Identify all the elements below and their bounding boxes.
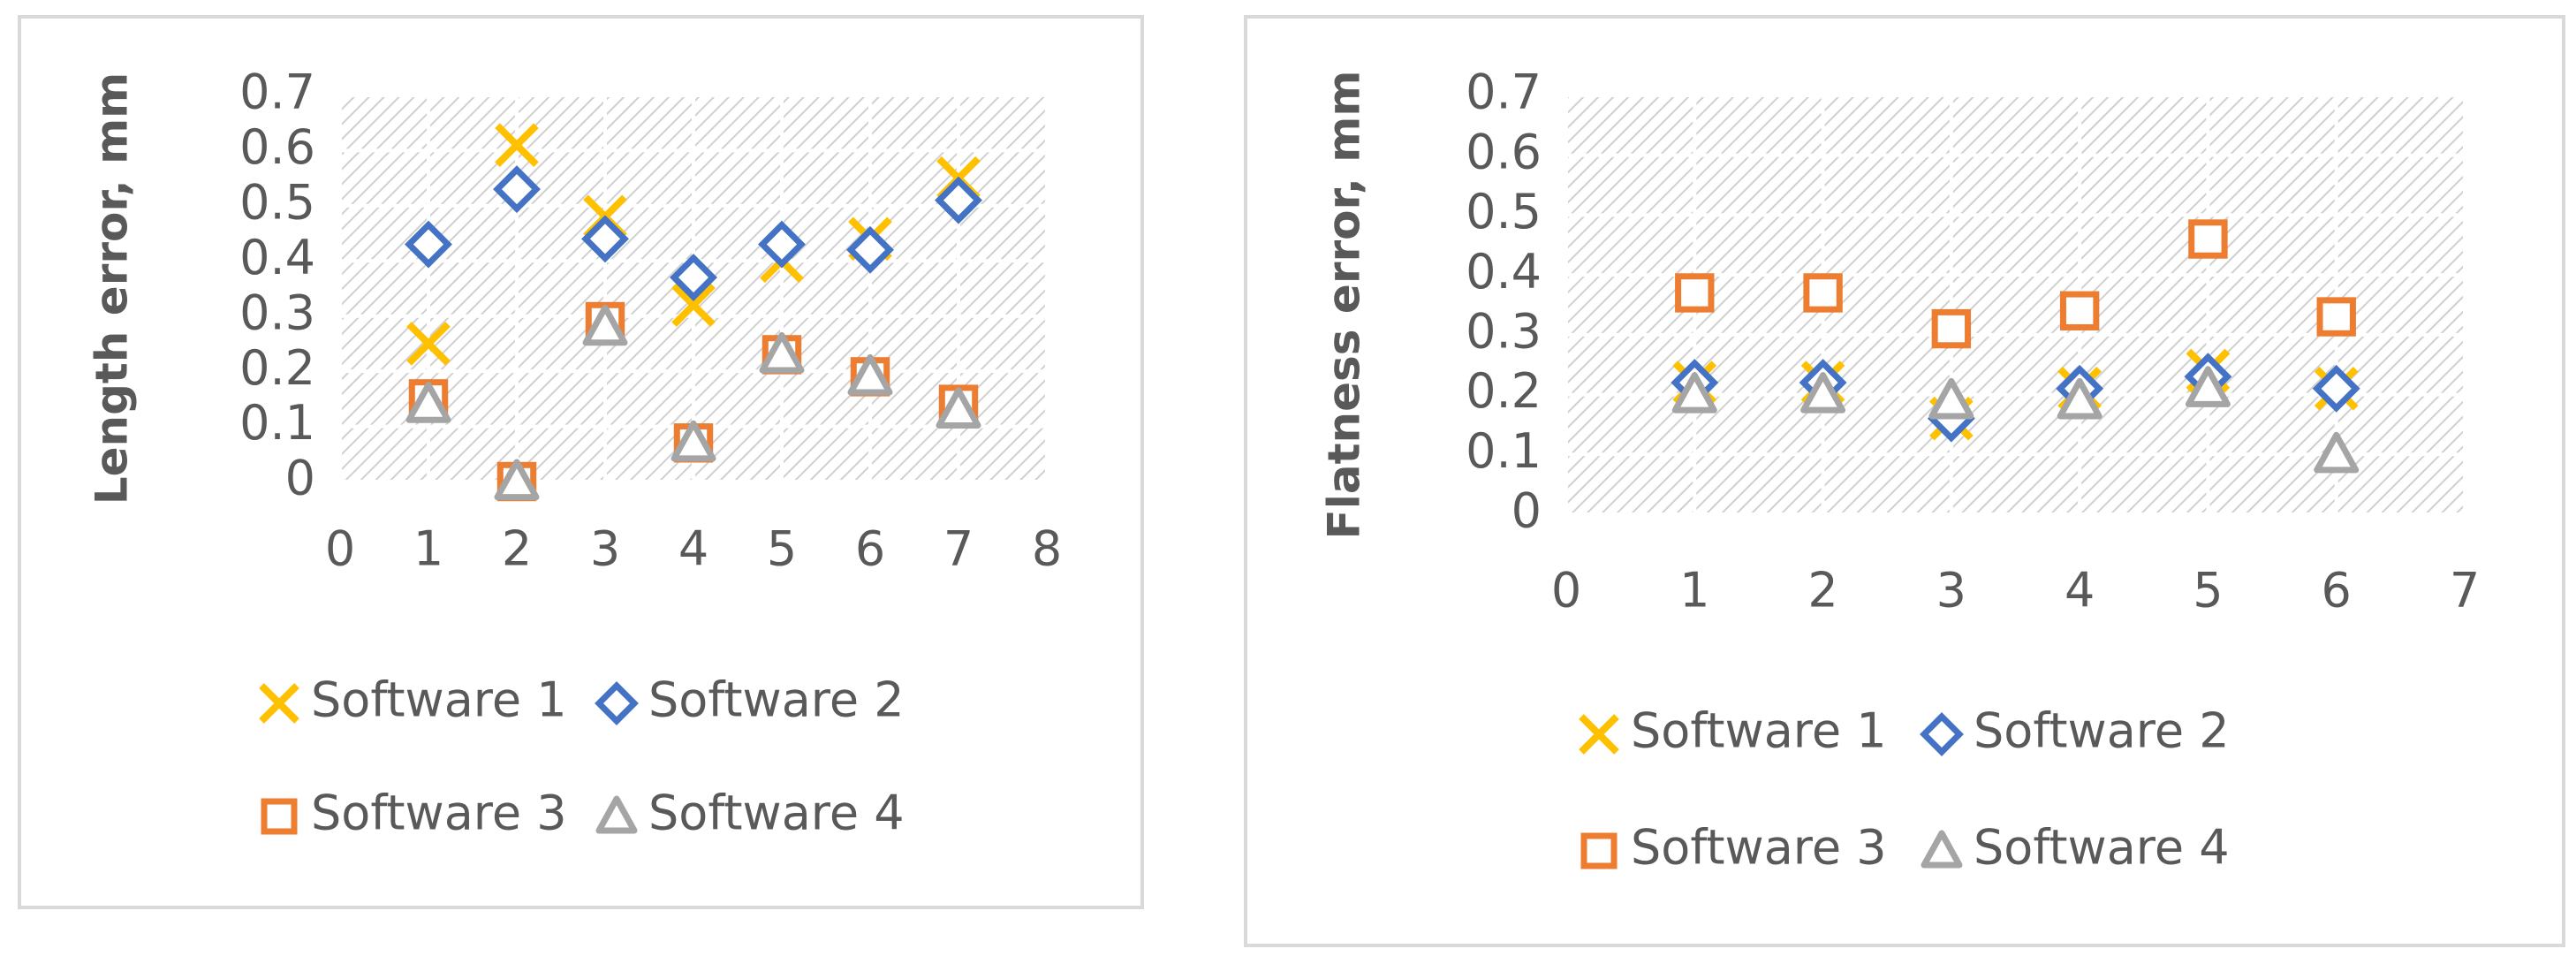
y-tick-label: 0.1 <box>1466 423 1542 479</box>
y-tick-label: 0.7 <box>1466 65 1542 120</box>
data-point <box>2312 364 2360 413</box>
x-tick-label: 1 <box>1679 563 1709 619</box>
y-tick-label: 0.6 <box>239 119 315 175</box>
x-tick-label: 8 <box>1032 521 1062 577</box>
data-point <box>582 304 628 346</box>
x-tick-label: 4 <box>678 521 708 577</box>
legend-label: Software 2 <box>648 672 905 728</box>
legend-marker <box>259 683 299 724</box>
legend-label: Software 4 <box>1974 820 2230 876</box>
data-point <box>2185 366 2231 407</box>
legend-label: Software 1 <box>311 672 567 728</box>
data-point <box>1931 308 1972 349</box>
legend-marker <box>1579 714 1619 755</box>
y-tick-label: 0.5 <box>239 174 315 230</box>
legend-label: Software 3 <box>311 786 567 841</box>
data-point <box>405 220 452 269</box>
data-point <box>671 283 716 328</box>
x-tick-label: 3 <box>1936 563 1966 619</box>
x-tick-label: 6 <box>2322 563 2352 619</box>
y-tick-label: 0.2 <box>1466 363 1542 419</box>
x-tick-label: 2 <box>1807 563 1837 619</box>
x-tick-label: 3 <box>590 521 620 577</box>
y-tick-label: 0.3 <box>1466 303 1542 359</box>
y-axis-title: Length error, mm <box>87 72 138 505</box>
x-tick-label: 0 <box>325 521 355 577</box>
data-point <box>2314 431 2360 474</box>
data-point <box>936 387 981 429</box>
legend-label: Software 2 <box>1974 703 2230 759</box>
plot-area <box>1566 95 2465 514</box>
data-point <box>2316 297 2356 337</box>
data-point <box>1800 372 1846 414</box>
legend-marker <box>261 798 298 835</box>
data-point <box>935 176 982 224</box>
legend-marker <box>1920 712 1964 756</box>
y-tick-label: 0.1 <box>239 395 315 451</box>
data-point <box>1671 372 1717 414</box>
y-tick-label: 0.6 <box>1466 124 1542 179</box>
y-tick-label: 0 <box>285 451 315 506</box>
data-point <box>581 215 629 263</box>
y-tick-label: 0.4 <box>239 230 315 285</box>
x-tick-label: 6 <box>855 521 885 577</box>
data-point <box>406 322 451 366</box>
legend-marker <box>595 795 638 834</box>
legend-marker <box>595 681 639 725</box>
data-point <box>847 353 893 396</box>
x-tick-label: 4 <box>2065 563 2095 619</box>
data-point <box>493 165 541 214</box>
data-point <box>2057 377 2102 420</box>
y-tick-label: 0.5 <box>1466 184 1542 239</box>
data-point <box>758 220 806 269</box>
x-tick-label: 0 <box>1551 563 1581 619</box>
y-tick-label: 0.2 <box>239 340 315 396</box>
legend-marker <box>1921 830 1963 869</box>
x-tick-label: 5 <box>2193 563 2223 619</box>
x-tick-label: 5 <box>767 521 797 577</box>
data-point <box>671 420 716 462</box>
data-point <box>494 459 540 501</box>
legend-label: Software 4 <box>648 786 905 841</box>
data-point <box>405 382 451 423</box>
data-point <box>1675 273 1715 313</box>
legend-label: Software 1 <box>1631 703 1887 759</box>
legend-label: Software 3 <box>1631 820 1887 876</box>
data-point <box>2059 291 2100 330</box>
x-tick-label: 7 <box>2450 563 2480 619</box>
data-point <box>495 123 539 168</box>
legend-marker <box>1580 832 1618 869</box>
x-tick-label: 1 <box>413 521 443 577</box>
y-tick-label: 0.3 <box>239 285 315 340</box>
data-point <box>1928 377 1974 420</box>
y-tick-label: 0.7 <box>239 65 315 120</box>
data-point <box>670 254 717 301</box>
x-tick-label: 2 <box>502 521 532 577</box>
x-tick-label: 7 <box>943 521 974 577</box>
y-tick-label: 0.4 <box>1466 244 1542 300</box>
y-axis-title: Flatness error, mm <box>1319 71 1370 540</box>
data-point <box>2188 219 2228 259</box>
data-point <box>846 225 894 274</box>
data-point <box>1803 273 1843 313</box>
data-point <box>759 331 805 374</box>
y-tick-label: 0 <box>1512 483 1542 539</box>
